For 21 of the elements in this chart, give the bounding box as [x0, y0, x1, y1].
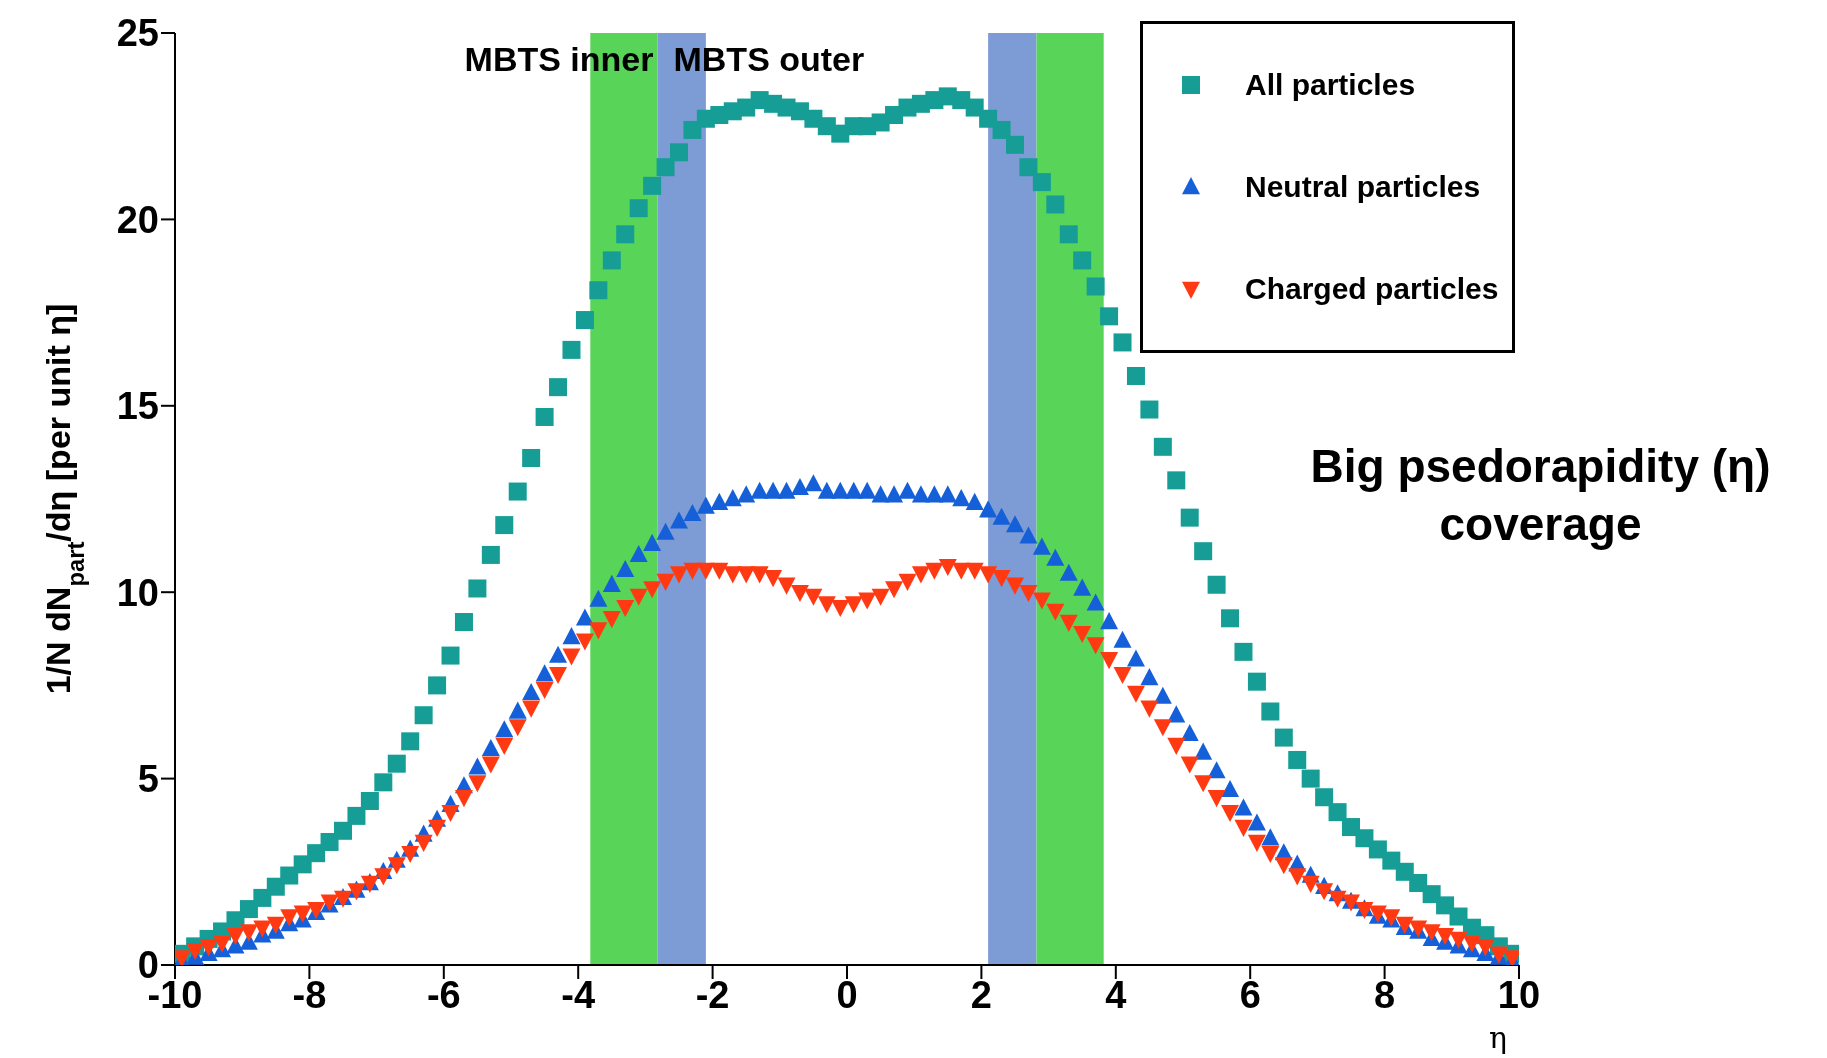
- x-tick-label: 10: [1497, 973, 1541, 1016]
- x-tick-label: 6: [1239, 973, 1261, 1016]
- legend-label: Charged particles: [1245, 272, 1499, 306]
- x-tick-label: -4: [561, 973, 596, 1016]
- y-tick-label: 5: [137, 758, 159, 801]
- x-tick-label: -2: [695, 973, 730, 1016]
- x-tick-label: -8: [292, 973, 327, 1016]
- legend-label: Neutral particles: [1245, 170, 1481, 204]
- annotation: Big psedorapidity (η) coverage: [1309, 439, 1772, 552]
- y-tick-label: 25: [116, 12, 159, 55]
- x-axis-title: η: [1489, 1020, 1507, 1055]
- x-tick-label: 2: [970, 973, 992, 1016]
- x-tick-label: 0: [836, 973, 858, 1016]
- legend-label: All particles: [1245, 68, 1416, 102]
- x-tick-label: -6: [426, 973, 461, 1016]
- y-tick-label: 15: [116, 385, 159, 428]
- band-label: MBTS outer: [673, 40, 865, 78]
- y-tick-label: 10: [116, 571, 159, 614]
- x-tick-label: 4: [1105, 973, 1127, 1016]
- x-tick-label: 8: [1374, 973, 1396, 1016]
- y-tick-label: 20: [116, 198, 159, 241]
